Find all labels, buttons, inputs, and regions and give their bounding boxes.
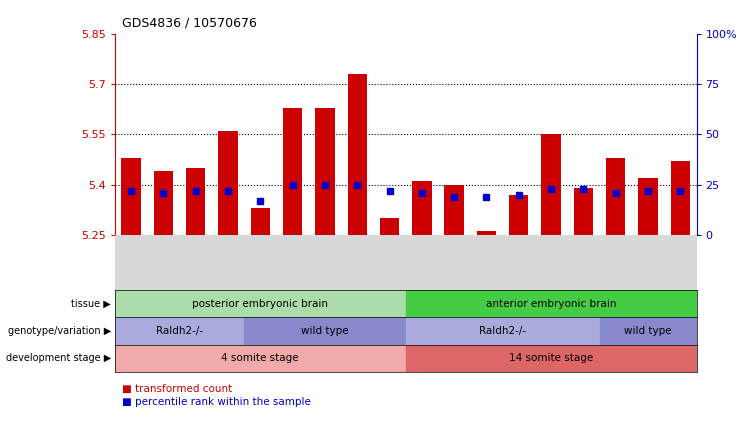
Text: 14 somite stage: 14 somite stage [509,354,594,363]
Text: GDS4836 / 10570676: GDS4836 / 10570676 [122,16,257,30]
Bar [380,218,399,235]
Bar [412,181,431,235]
Bar [406,345,697,372]
Text: 4 somite stage: 4 somite stage [222,354,299,363]
Bar [283,107,302,235]
Bar [542,134,561,235]
Bar [115,290,406,317]
Bar [406,317,599,345]
Text: wild type: wild type [301,326,349,336]
Bar [606,158,625,235]
Text: ■ percentile rank within the sample: ■ percentile rank within the sample [122,397,311,407]
Bar [406,290,697,317]
Text: posterior embryonic brain: posterior embryonic brain [192,299,328,308]
Bar [638,178,658,235]
Bar [599,317,697,345]
Text: genotype/variation ▶: genotype/variation ▶ [8,326,111,336]
Bar [574,188,593,235]
Bar [250,208,270,235]
Bar [671,161,690,235]
Bar [115,345,406,372]
Bar [115,317,244,345]
Bar [122,158,141,235]
Bar [153,171,173,235]
Bar [445,184,464,235]
Bar [509,195,528,235]
Bar [219,131,238,235]
Text: ■ transformed count: ■ transformed count [122,384,233,394]
Text: development stage ▶: development stage ▶ [6,354,111,363]
Bar [476,231,496,235]
Bar [315,107,335,235]
Text: Raldh2-/-: Raldh2-/- [479,326,526,336]
Text: Raldh2-/-: Raldh2-/- [156,326,203,336]
Bar [244,317,406,345]
Bar [186,168,205,235]
Text: tissue ▶: tissue ▶ [71,299,111,308]
Bar [348,74,367,235]
Text: wild type: wild type [624,326,672,336]
Text: anterior embryonic brain: anterior embryonic brain [486,299,617,308]
